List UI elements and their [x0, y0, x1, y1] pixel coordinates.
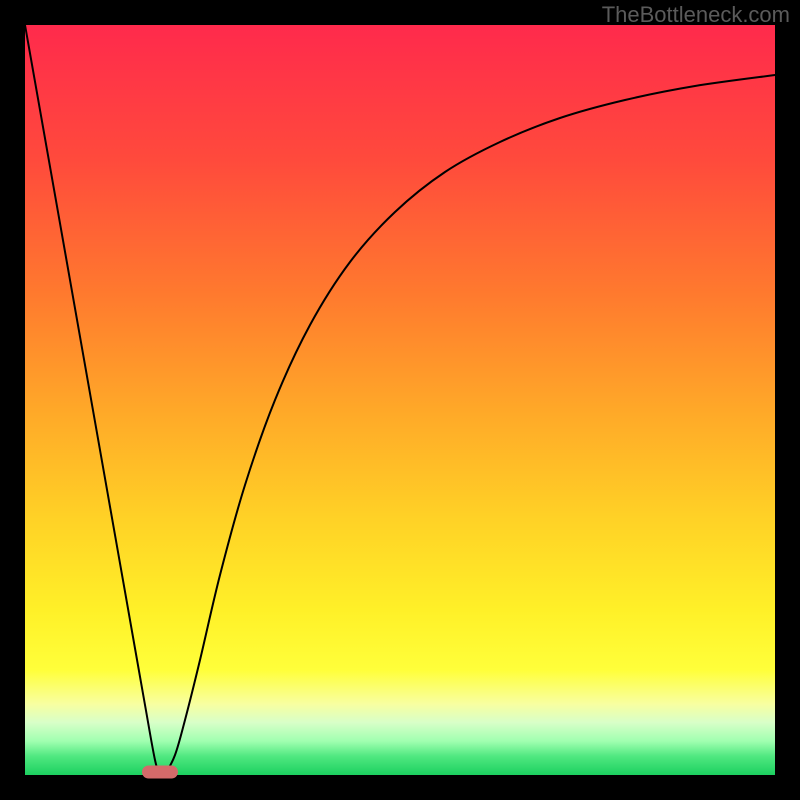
bottleneck-chart: TheBottleneck.com — [0, 0, 800, 800]
watermark-text: TheBottleneck.com — [602, 2, 790, 27]
chart-svg: TheBottleneck.com — [0, 0, 800, 800]
optimum-marker — [142, 766, 178, 779]
